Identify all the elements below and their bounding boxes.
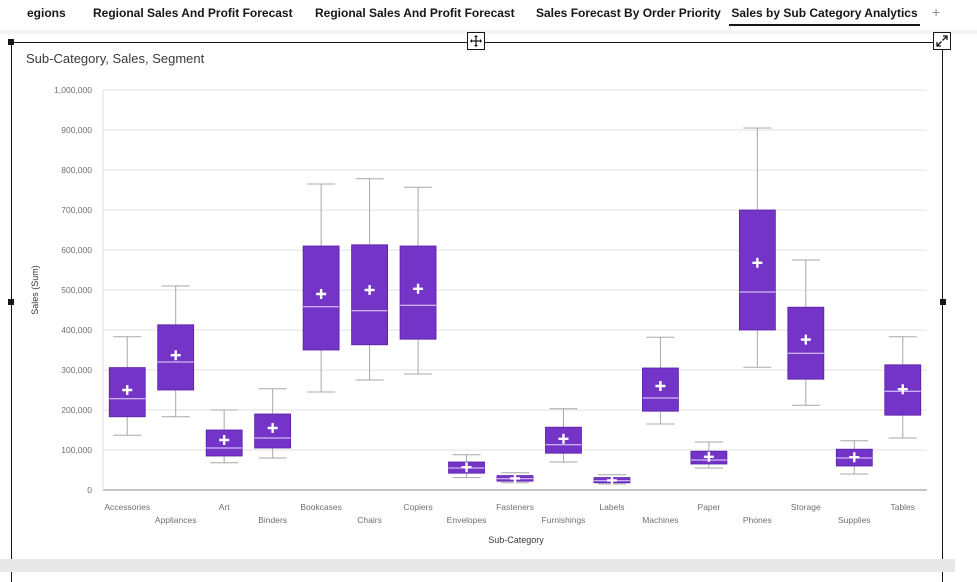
expand-icon: [936, 35, 948, 47]
add-tab-button[interactable]: +: [932, 4, 941, 20]
tab-regional-sales-profit-forecast-2[interactable]: Regional Sales And Profit Forecast: [315, 6, 515, 20]
chart-widget[interactable]: [11, 42, 943, 582]
resize-handle-top-left[interactable]: [8, 39, 14, 45]
tab-sales-forecast-order-priority[interactable]: Sales Forecast By Order Priority: [536, 6, 721, 20]
tab-bar: egions Regional Sales And Profit Forecas…: [0, 0, 977, 30]
chart-title: Sub-Category, Sales, Segment: [26, 51, 205, 66]
resize-handle-right[interactable]: [940, 299, 946, 305]
move-icon: [470, 35, 482, 47]
tab-regions[interactable]: egions: [27, 6, 66, 20]
expand-widget-button[interactable]: [933, 32, 951, 50]
tab-regional-sales-profit-forecast-1[interactable]: Regional Sales And Profit Forecast: [93, 6, 293, 20]
move-widget-button[interactable]: [467, 32, 485, 50]
tab-sales-sub-category-analytics[interactable]: Sales by Sub Category Analytics: [729, 6, 920, 26]
tab-divider: [0, 30, 977, 34]
horizontal-scrollbar[interactable]: [0, 559, 955, 572]
resize-handle-left[interactable]: [8, 299, 14, 305]
